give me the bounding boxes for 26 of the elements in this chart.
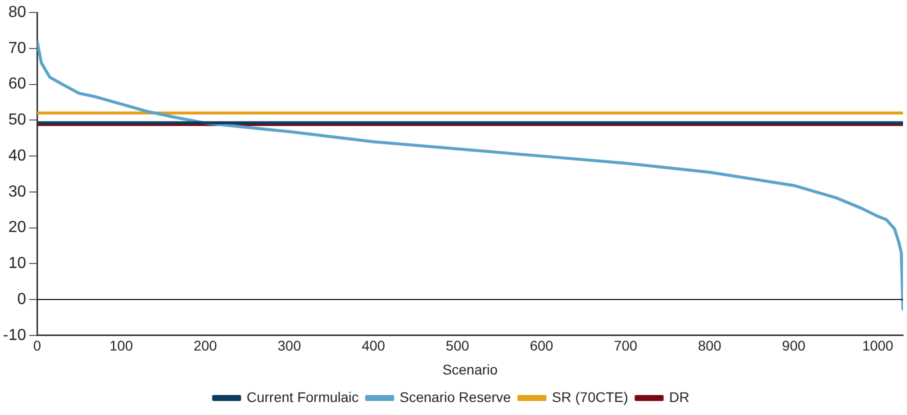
x-tick-label: 600 xyxy=(530,338,554,354)
x-tick-label: 200 xyxy=(194,338,218,354)
x-tick-label: 300 xyxy=(278,338,302,354)
x-tick-label: 0 xyxy=(33,338,42,354)
y-tick-label: 10 xyxy=(8,255,26,272)
y-tick-label: 80 xyxy=(8,4,26,22)
y-tick-label: 30 xyxy=(8,183,26,200)
y-tick-label: 60 xyxy=(8,76,26,93)
y-tick-label: 0 xyxy=(17,290,26,308)
y-tick-label: 20 xyxy=(8,219,26,236)
x-tick-label: 100 xyxy=(110,338,134,354)
legend-label: SR (70CTE) xyxy=(552,388,628,405)
y-tick-label: 40 xyxy=(8,147,26,164)
y-tick-label: -10 xyxy=(3,326,26,344)
y-tick-label: 70 xyxy=(8,40,26,57)
x-tick-label: 500 xyxy=(446,338,470,354)
x-tick-label: 900 xyxy=(782,338,806,354)
x-tick-label: 400 xyxy=(362,338,386,354)
x-axis-title: Scenario xyxy=(442,361,498,378)
x-tick-label: 800 xyxy=(698,338,722,354)
x-tick-label: 700 xyxy=(614,338,638,354)
legend-label: Scenario Reserve xyxy=(400,388,512,405)
legend-label: DR xyxy=(669,388,690,405)
y-tick-label: 50 xyxy=(8,112,26,129)
legend-label: Current Formulaic xyxy=(246,388,359,405)
x-tick-label: 1000 xyxy=(862,338,894,354)
